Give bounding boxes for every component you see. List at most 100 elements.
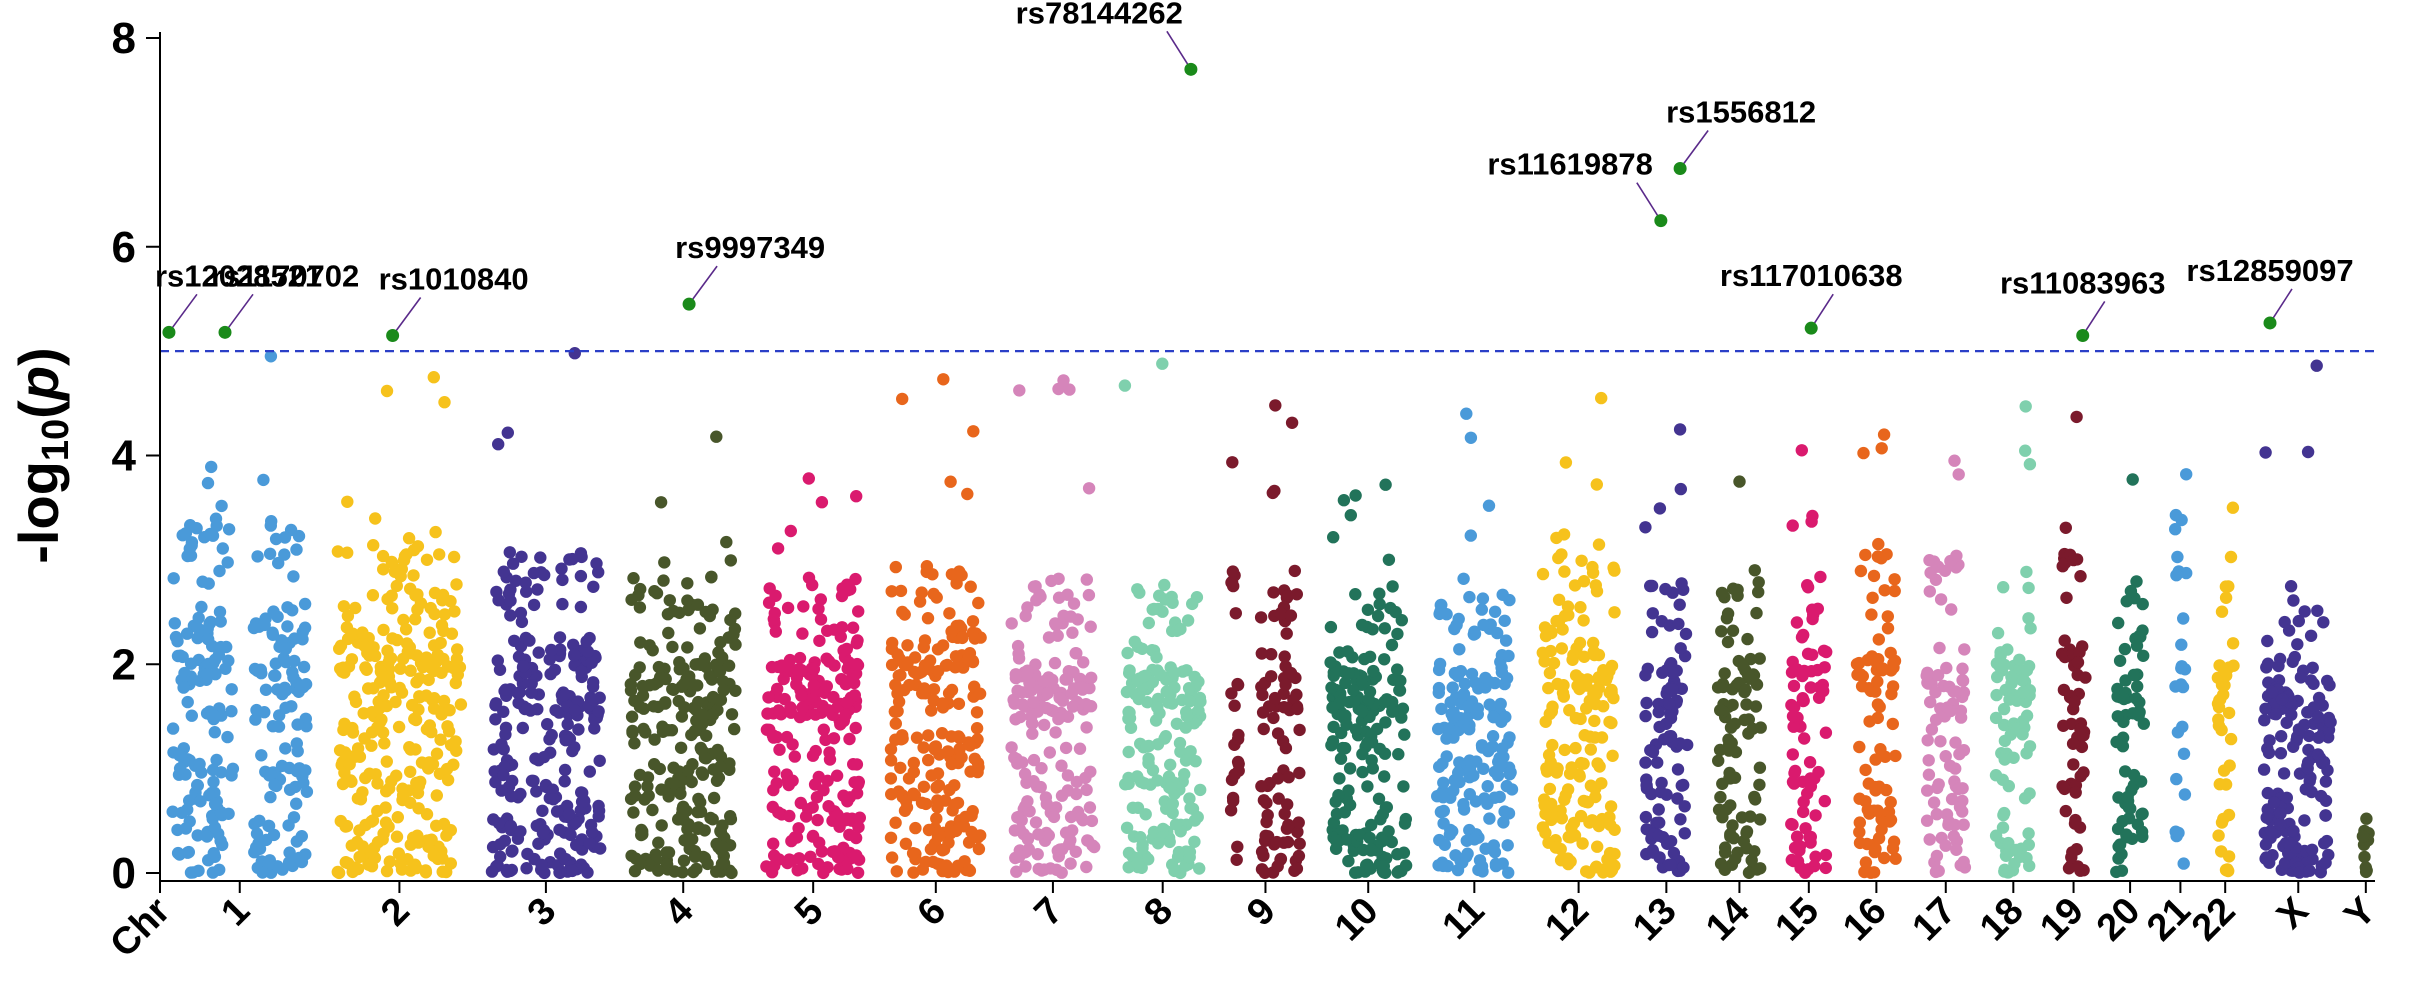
chromosome-16-peak-point	[1877, 428, 1891, 441]
snp-rs12859097: rs12859097	[2186, 253, 2354, 330]
x-tick-label-chr-4: 4	[657, 890, 702, 935]
chromosome-12-peak-point	[1595, 391, 1608, 405]
snp-label: rs12028521	[155, 258, 322, 293]
chromosome-5-peak-point	[802, 472, 815, 485]
y-tick-label: 0	[112, 849, 136, 898]
chromosome-19-peak-point	[2070, 410, 2083, 424]
x-tick-label-chr-10: 10	[1327, 890, 1387, 950]
significant-snp-point	[1654, 214, 1668, 228]
significant-snp-point	[1673, 161, 1687, 175]
snp-label-leader-line	[2269, 288, 2293, 324]
x-tick-label-chr-22: 22	[2184, 890, 2244, 950]
x-tick-label-chr-9: 9	[1239, 890, 1284, 935]
snp-label: rs11619878	[1487, 147, 1653, 182]
significant-snp-point	[218, 325, 232, 339]
chromosome-18-peak-point	[2019, 400, 2032, 413]
snp-label: rs1556812	[1666, 94, 1816, 129]
x-tick-label-chr-2: 2	[373, 890, 418, 935]
chromosome-17-peak-point	[1948, 454, 1961, 467]
snp-rs12028521: rs12028521	[155, 258, 322, 339]
chromosome-6-peak-point	[937, 373, 950, 386]
x-tick-label-chr-19: 19	[2032, 890, 2092, 950]
snp-label-leader-line	[1810, 293, 1834, 329]
chromosome-14-points	[1711, 564, 1767, 879]
snp-rs1010840: rs1010840	[379, 261, 529, 342]
chromosome-5-points	[760, 490, 866, 880]
snp-label: rs9997349	[675, 230, 825, 265]
snp-label: rs1010840	[379, 261, 529, 296]
chromosome-14-peak-point	[1733, 475, 1746, 488]
snp-label: rs1170702	[211, 258, 359, 293]
chromosome-20-peak-point	[2126, 473, 2139, 486]
snp-label-leader-line	[2082, 301, 2106, 336]
snp-rs1556812: rs1556812	[1666, 94, 1816, 175]
chromosome-13-points	[1639, 482, 1694, 878]
significant-snp-point	[386, 328, 400, 342]
chromosome-1-peak-point	[264, 350, 278, 363]
x-tick-label-chr-18: 18	[1972, 890, 2032, 950]
chromosome-12-points	[1536, 456, 1621, 879]
chromosome-10-points	[1324, 489, 1413, 879]
x-tick-label-chr-13: 13	[1625, 890, 1685, 950]
chromosome-x-peak-point	[2310, 359, 2323, 372]
snp-label-leader-line	[1166, 30, 1192, 70]
snp-label-leader-line	[1636, 182, 1662, 222]
snp-rs78144262: rs78144262	[1016, 0, 1198, 76]
chromosome-15-peak-point	[1795, 444, 1809, 457]
chromosome-6-points	[884, 392, 987, 879]
chromosome-19-points	[2055, 521, 2092, 877]
chromosome-21-peak-point	[2180, 468, 2193, 481]
chromosome-1-points	[166, 460, 314, 879]
chromosome-10-peak-point	[1379, 478, 1392, 491]
significant-snp-point	[1184, 62, 1198, 76]
chromosome-y-peak-point	[2360, 812, 2373, 825]
significant-snp-point	[162, 325, 176, 339]
snp-label-leader-line	[391, 296, 422, 336]
x-tick-label-chr-6: 6	[910, 890, 955, 935]
snp-rs117010638: rs117010638	[1720, 258, 1903, 335]
chromosome-11-points	[1431, 431, 1519, 879]
chromosome-18-points	[1989, 444, 2037, 879]
chromosome-9-peak-point	[1269, 399, 1282, 412]
chromosome-17-points	[1920, 468, 1972, 879]
x-tick-label-chr-14: 14	[1698, 890, 1758, 950]
x-tick-label-chr-15: 15	[1768, 890, 1828, 950]
chromosome-y-points	[2356, 824, 2375, 879]
chromosome-4-peak-point	[710, 430, 723, 443]
chromosome-2-points	[331, 384, 468, 880]
significant-snp-point	[2076, 328, 2090, 342]
snp-label: rs78144262	[1016, 0, 1183, 30]
chromosome-2-peak-point	[427, 371, 440, 384]
y-tick-label: 6	[112, 223, 136, 272]
y-tick-label: 8	[112, 14, 136, 63]
snp-label: rs12859097	[2186, 253, 2353, 288]
snp-rs11619878: rs11619878	[1487, 147, 1668, 228]
significant-snp-point	[2263, 316, 2277, 330]
chromosome-7-peak-point	[1057, 374, 1070, 387]
x-tick-label-chr-x: X	[2269, 889, 2317, 937]
significant-snp-point	[682, 297, 696, 311]
snp-label-leader-line	[224, 293, 254, 333]
x-tick-label-chr-y: Y	[2337, 890, 2385, 938]
chromosome-16-points	[1850, 442, 1902, 879]
snp-label-leader-line	[1679, 129, 1709, 169]
chromosome-11-peak-point	[1460, 407, 1473, 420]
chromosome-3-peak-point	[568, 347, 581, 360]
snp-rs9997349: rs9997349	[675, 230, 825, 311]
chromosome-8-points	[1118, 379, 1207, 880]
x-tick-label-chr-8: 8	[1136, 890, 1181, 935]
chromosome-21-points	[2169, 508, 2193, 870]
x-tick-label-chr-17: 17	[1905, 890, 1965, 950]
chromosome-15-points	[1785, 509, 1833, 879]
snp-label: rs117010638	[1720, 258, 1903, 293]
x-tick-label-chr-7: 7	[1027, 890, 1072, 935]
chromosome-3-points	[485, 426, 607, 880]
snp-label-leader-line	[168, 293, 198, 333]
significant-snp-point	[1804, 321, 1818, 335]
x-axis-chr-label: Chr	[102, 890, 178, 966]
chromosome-20-points	[2110, 575, 2150, 879]
x-tick-label-chr-12: 12	[1537, 890, 1597, 950]
y-tick-label: 4	[112, 432, 137, 481]
x-tick-label-chr-11: 11	[1435, 890, 1493, 948]
